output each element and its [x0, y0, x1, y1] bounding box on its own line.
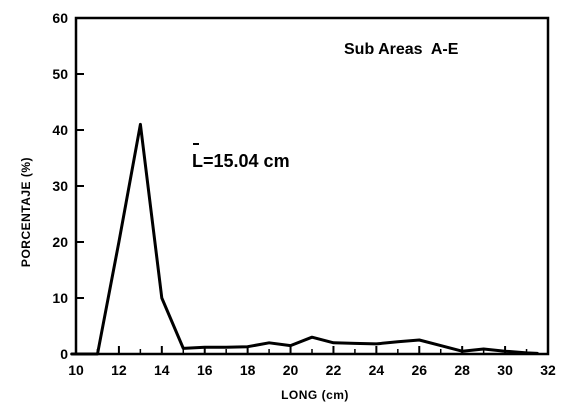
x-tick-label: 30 — [497, 362, 513, 378]
y-axis-ticks: 0 10 20 30 40 50 60 — [52, 10, 84, 362]
x-tick-label: 22 — [326, 362, 342, 378]
y-tick-label: 20 — [52, 234, 68, 250]
x-tick-label: 26 — [411, 362, 427, 378]
series-layer — [70, 122, 539, 356]
y-tick-label: 10 — [52, 290, 68, 306]
y-tick-label: 0 — [60, 346, 68, 362]
x-tick-label: 24 — [369, 362, 385, 378]
annotation-mean-length: L=15.04 cm — [192, 151, 290, 171]
y-tick-label: 30 — [52, 178, 68, 194]
y-axis-title: PORCENTAJE (%) — [19, 157, 33, 267]
x-tick-label: 32 — [540, 362, 556, 378]
x-tick-label: 16 — [197, 362, 213, 378]
x-tick-label: 20 — [283, 362, 299, 378]
x-tick-label: 18 — [240, 362, 256, 378]
x-tick-label: 10 — [68, 362, 84, 378]
y-tick-label: 50 — [52, 66, 68, 82]
x-tick-label: 28 — [454, 362, 470, 378]
y-tick-label: 40 — [52, 122, 68, 138]
y-tick-label: 60 — [52, 10, 68, 26]
x-tick-label: 12 — [111, 362, 127, 378]
x-axis-title: LONG (cm) — [281, 388, 349, 402]
series-line-1 — [70, 122, 539, 356]
x-axis-ticks: 10 12 14 16 18 20 22 24 26 28 30 32 — [68, 346, 556, 378]
annotation-subareas: Sub Areas A-E — [344, 41, 459, 58]
x-tick-label: 14 — [154, 362, 170, 378]
